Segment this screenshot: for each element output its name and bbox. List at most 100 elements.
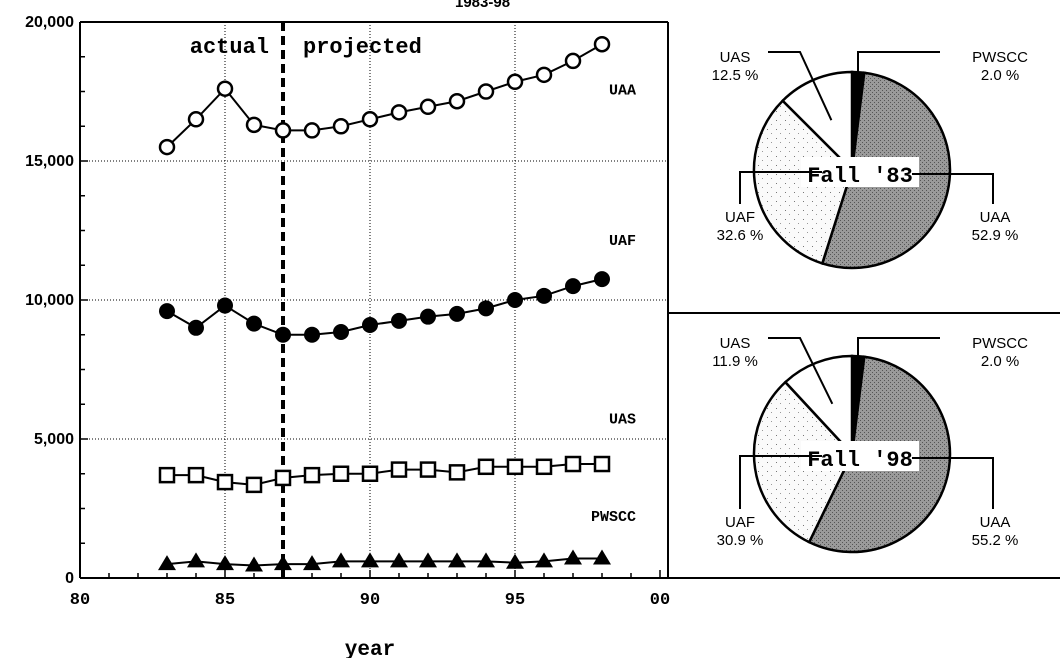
pie-label-value-pwscc: 2.0 % (981, 67, 1019, 84)
data-point-uas (216, 473, 234, 491)
data-point-uaa (187, 111, 205, 128)
leader-line-pwscc (857, 51, 940, 80)
data-point-uas (535, 458, 553, 476)
leader-line-uaa (912, 173, 994, 204)
data-point-pwscc (419, 552, 437, 568)
data-point-uaf (188, 319, 204, 336)
data-point-pwscc (216, 555, 234, 571)
data-point-uaf (536, 287, 552, 304)
pie-label-name-uaf: UAF (725, 209, 755, 226)
pie-label-value-uaa: 55.2 % (972, 532, 1019, 549)
data-point-pwscc (245, 556, 263, 572)
data-point-uas (303, 466, 321, 484)
data-point-uas (332, 465, 350, 482)
data-point-uaa (361, 111, 379, 128)
data-point-uaa (274, 122, 292, 139)
series-line-uaa (166, 43, 603, 148)
leader-line-uas (768, 337, 834, 405)
data-point-uaa (448, 92, 466, 110)
data-point-uas (564, 455, 582, 473)
x-tick-label: 95 (505, 591, 525, 610)
data-point-uaf (565, 278, 581, 295)
pie-label-value-uaf: 32.6 % (717, 227, 764, 244)
x-tick-label: 85 (215, 591, 235, 610)
data-point-uas (419, 461, 437, 478)
series-label-uaf: UAF (609, 233, 636, 250)
projected-label: projected (303, 35, 422, 60)
data-point-uas (390, 461, 408, 478)
pie-label-value-uas: 12.5 % (712, 67, 759, 84)
data-point-pwscc (187, 552, 205, 568)
series-label-pwscc: PWSCC (591, 509, 636, 526)
pie-label-name-uas: UAS (720, 335, 751, 352)
data-point-uaa (564, 52, 582, 70)
data-point-uaa (158, 138, 176, 156)
pie-label-name-uas: UAS (720, 49, 751, 66)
y-tick-label: 10,000 (25, 292, 74, 309)
y-tick-label: 0 (65, 570, 74, 587)
pie-label-name-pwscc: PWSCC (972, 335, 1028, 352)
data-point-uas (361, 465, 379, 482)
series-label-uas: UAS (609, 412, 636, 429)
data-point-uaf (246, 315, 262, 332)
data-point-pwscc (593, 549, 611, 565)
leader-line-uas (768, 51, 833, 121)
pie-label-name-pwscc: PWSCC (972, 49, 1028, 66)
pie-slice-uas (783, 354, 854, 458)
data-point-uaf (420, 308, 436, 325)
data-point-uas (274, 469, 292, 487)
data-point-uaa (477, 83, 495, 100)
y-tick-label: 20,000 (25, 14, 74, 31)
data-point-pwscc (564, 549, 582, 565)
data-point-pwscc (390, 552, 408, 568)
data-point-uaf (449, 305, 465, 322)
series-label-uaa: UAA (609, 82, 636, 99)
pie-label-value-uas: 11.9 % (712, 353, 758, 370)
leader-line-uaf (739, 455, 822, 509)
data-point-uas (245, 476, 263, 494)
data-point-uas (158, 466, 176, 484)
data-point-uaa (303, 122, 321, 139)
pie-label-name-uaa: UAA (980, 209, 1011, 226)
data-point-pwscc (303, 555, 321, 571)
data-point-uaf (275, 326, 291, 343)
data-point-uaa (245, 116, 263, 134)
data-point-uaf (304, 326, 320, 343)
data-point-pwscc (274, 555, 292, 571)
pie-title: Fall '83 (807, 164, 913, 189)
x-tick-label: 00 (650, 591, 670, 610)
x-tick-label: 80 (70, 591, 90, 610)
data-point-pwscc (506, 553, 524, 569)
data-point-uas (477, 458, 495, 476)
data-point-uaf (594, 271, 610, 288)
data-point-uas (187, 466, 205, 484)
series-line-uaf (166, 278, 603, 336)
pie-label-name-uaf: UAF (725, 514, 755, 531)
pie-label-value-uaf: 30.9 % (717, 532, 764, 549)
data-point-uaa (332, 118, 350, 135)
data-point-uaf (217, 297, 233, 314)
data-point-uaf (391, 312, 407, 329)
data-point-uaf (159, 303, 175, 320)
data-point-pwscc (477, 552, 495, 568)
leader-line-pwscc (857, 337, 940, 364)
data-point-pwscc (535, 552, 553, 568)
pie-label-name-uaa: UAA (980, 514, 1011, 531)
enrollment-line-chart: 0 5,000 10,000 15,000 20,000 80 85 90 95 00 year ac… (25, 14, 670, 658)
data-point-uaa (506, 73, 524, 91)
actual-label: actual (190, 35, 269, 60)
leader-line-uaa (912, 457, 994, 509)
data-point-uaf (333, 323, 349, 340)
data-point-pwscc (361, 552, 379, 568)
data-point-uaf (507, 292, 523, 308)
data-point-uaa (593, 35, 611, 53)
data-point-uas (448, 464, 466, 481)
x-tick-label: 90 (360, 591, 380, 610)
data-point-uaf (478, 300, 494, 317)
pie-label-value-uaa: 52.9 % (972, 227, 1019, 244)
leader-line-uaf (739, 171, 822, 204)
y-tick-label: 15,000 (25, 153, 74, 170)
pie-title: Fall '98 (807, 448, 913, 473)
